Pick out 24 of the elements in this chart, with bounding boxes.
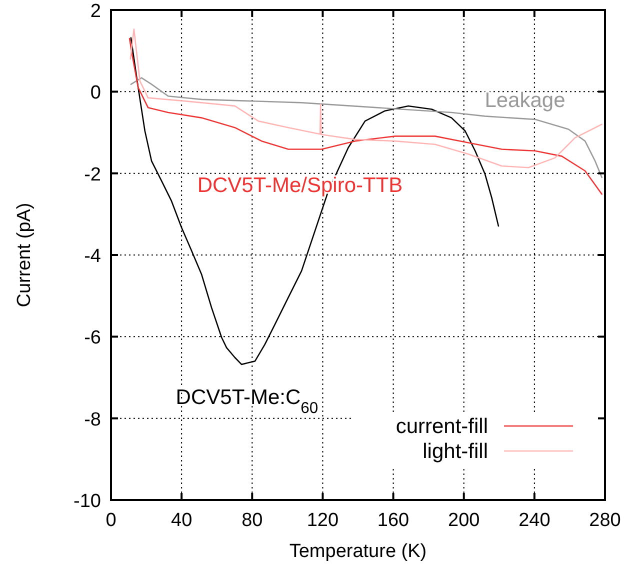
y-tick-label: -6	[84, 328, 101, 349]
y-axis-title: Current (pA)	[14, 202, 35, 308]
x-tick-label: 160	[377, 510, 410, 531]
y-tick-label: -2	[84, 164, 101, 186]
line-series	[130, 28, 602, 168]
y-tick-label: 0	[90, 82, 101, 104]
x-tick-label: 80	[242, 510, 263, 531]
x-tick-label: 40	[171, 510, 192, 531]
annotation: Leakage	[484, 89, 566, 112]
line-series	[128, 38, 602, 195]
y-tick-label: -10	[74, 491, 101, 512]
line-series	[130, 77, 602, 178]
x-axis-title: Temperature (K)	[289, 541, 427, 562]
x-tick-label: 120	[306, 510, 339, 531]
y-tick-label: 2	[90, 1, 101, 22]
legend-label: light-fill	[422, 440, 488, 463]
annotation: DCV5T-Me:C$_{60}$	[176, 386, 318, 416]
y-tick-label: -8	[84, 409, 101, 430]
x-tick-label: 280	[589, 510, 621, 531]
y-tick-label: -4	[84, 246, 102, 267]
legend-label: current-fill	[396, 415, 488, 438]
x-tick-label: 200	[448, 510, 480, 531]
x-tick-label: 0	[106, 510, 116, 531]
x-tick-label: 240	[518, 510, 550, 531]
